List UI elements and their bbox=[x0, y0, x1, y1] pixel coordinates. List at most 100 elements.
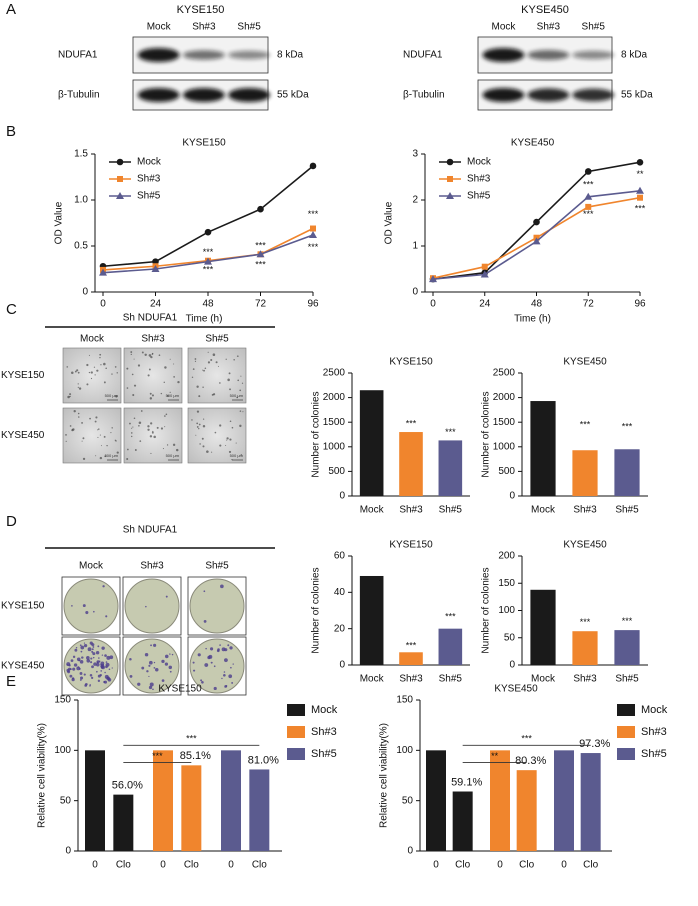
colony-dot bbox=[204, 367, 207, 370]
significance: *** bbox=[583, 180, 594, 190]
legend-label: Sh#5 bbox=[311, 748, 337, 760]
plate-colony bbox=[83, 673, 86, 676]
colony-dot bbox=[229, 420, 232, 423]
x-tick-label: Clo bbox=[519, 860, 534, 871]
panel-label: B bbox=[6, 123, 16, 140]
colony-dot bbox=[169, 358, 171, 360]
colony-dot bbox=[175, 448, 179, 452]
panel-label: A bbox=[6, 1, 16, 18]
plate-colony bbox=[80, 676, 84, 680]
plate-colony bbox=[80, 650, 83, 653]
colony-dot bbox=[99, 434, 101, 436]
colony-dot bbox=[166, 444, 169, 446]
plate-colony bbox=[78, 659, 81, 662]
plate-colony bbox=[84, 682, 88, 686]
plate-colony bbox=[232, 663, 234, 665]
plate-colony bbox=[83, 643, 88, 648]
marker bbox=[533, 218, 540, 226]
colony-dot bbox=[229, 388, 231, 391]
plate-colony bbox=[93, 662, 97, 666]
colony-dot bbox=[202, 418, 205, 420]
colony-dot bbox=[133, 417, 136, 419]
chart-title: KYSE150 bbox=[182, 138, 226, 149]
x-tick-label: Sh#5 bbox=[615, 505, 639, 516]
colony-dot bbox=[100, 445, 102, 447]
plate-colony bbox=[70, 659, 74, 663]
significance: *** bbox=[622, 616, 633, 626]
y-axis-label: Relative cell viability(%) bbox=[379, 723, 390, 828]
plate-colony bbox=[85, 610, 89, 615]
colony-dot bbox=[150, 355, 153, 359]
bar bbox=[554, 750, 574, 851]
size-label: 55 kDa bbox=[277, 90, 309, 101]
column-label: Sh#3 bbox=[140, 561, 164, 572]
colony-dot bbox=[225, 358, 227, 360]
x-tick-label: Clo bbox=[184, 860, 199, 871]
plate-colony bbox=[89, 685, 91, 687]
bar bbox=[614, 449, 640, 496]
significance: *** bbox=[255, 260, 266, 270]
bar bbox=[399, 432, 423, 496]
group-header: Sh NDUFA1 bbox=[123, 313, 178, 324]
plate bbox=[124, 578, 180, 634]
y-axis-label: OD Value bbox=[54, 201, 65, 244]
colony-dot bbox=[147, 428, 150, 431]
plate-colony bbox=[103, 680, 106, 684]
y-tick-label: 100 bbox=[54, 745, 71, 756]
colony-dot bbox=[163, 381, 165, 384]
blot-band bbox=[572, 88, 615, 102]
legend-label: Mock bbox=[137, 157, 162, 168]
x-tick-label: 48 bbox=[202, 299, 214, 310]
plate-colony bbox=[86, 658, 91, 663]
blot-band bbox=[228, 50, 271, 60]
bar bbox=[580, 753, 601, 851]
lane-label: Sh#3 bbox=[537, 22, 561, 33]
y-tick-label: 0 bbox=[509, 491, 515, 502]
bar bbox=[452, 791, 473, 851]
legend-label: Sh#3 bbox=[467, 174, 491, 185]
plate-colony bbox=[78, 668, 81, 670]
significance: *** bbox=[203, 264, 214, 274]
plate-colony bbox=[108, 668, 111, 671]
plate-colony bbox=[153, 661, 156, 664]
colony-dot bbox=[93, 366, 96, 368]
x-tick-label: Clo bbox=[116, 860, 131, 871]
plate-colony bbox=[92, 656, 95, 659]
colony-dot bbox=[88, 354, 90, 356]
plate-colony bbox=[80, 645, 85, 650]
bar bbox=[490, 750, 510, 851]
colony-dot bbox=[140, 410, 143, 412]
y-tick-label: 500 bbox=[328, 466, 345, 477]
marker bbox=[99, 268, 107, 276]
y-tick-label: 0 bbox=[339, 491, 345, 502]
legend-swatch bbox=[617, 704, 635, 716]
marker bbox=[636, 158, 644, 166]
colony-dot bbox=[141, 351, 144, 354]
colony-dot bbox=[202, 369, 204, 371]
marker bbox=[584, 192, 593, 200]
plate-colony bbox=[155, 667, 159, 672]
marker bbox=[309, 230, 317, 238]
colony-dot bbox=[239, 389, 242, 392]
plate-colony bbox=[129, 657, 132, 661]
microscopy-image bbox=[187, 347, 247, 404]
colony-dot bbox=[196, 426, 199, 428]
plate-colony bbox=[79, 672, 83, 675]
colony-dot bbox=[158, 354, 161, 357]
x-tick-label: Sh#3 bbox=[573, 674, 597, 685]
plate-colony bbox=[91, 665, 94, 669]
significance: *** bbox=[255, 240, 266, 250]
protein-label: β-Tubulin bbox=[58, 90, 100, 101]
colony-dot bbox=[236, 396, 238, 399]
colony-dot bbox=[239, 410, 242, 412]
x-tick-label: 0 bbox=[92, 860, 98, 871]
plate-colony bbox=[90, 657, 93, 660]
plate-colony bbox=[197, 653, 201, 657]
plate-colony bbox=[223, 671, 226, 673]
value-label: 85.1% bbox=[180, 750, 211, 762]
colony-dot bbox=[103, 362, 106, 366]
colony-dot bbox=[69, 393, 72, 396]
x-tick-label: 0 bbox=[430, 299, 436, 310]
size-label: 8 kDa bbox=[621, 50, 648, 61]
colony-dot bbox=[207, 361, 211, 364]
